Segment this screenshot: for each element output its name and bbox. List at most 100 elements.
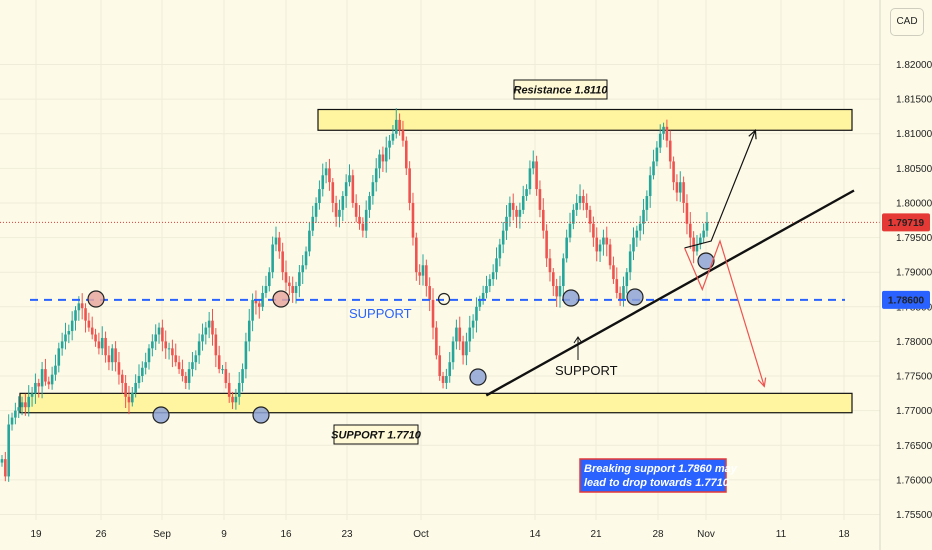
candle-body — [354, 202, 358, 217]
candle-body — [445, 376, 448, 383]
candle-body — [181, 369, 184, 377]
y-tick-label: 1.81500 — [896, 95, 932, 106]
candle-body — [435, 327, 438, 356]
price-axis-label-bg — [882, 213, 930, 232]
candle-body — [515, 209, 518, 217]
candle-body — [635, 230, 639, 238]
breakdown-callout-line: lead to drop towards 1.7710 — [584, 477, 730, 489]
candle-body — [552, 272, 555, 287]
candle-body — [74, 310, 77, 321]
candle-body — [455, 327, 458, 342]
candle-body — [384, 147, 388, 162]
candle-body — [338, 209, 341, 217]
candle-body — [628, 251, 632, 273]
candle-body — [702, 230, 705, 238]
candle-body — [528, 168, 532, 190]
candle-body — [488, 279, 492, 287]
candle-body — [592, 223, 595, 238]
candle-body — [538, 189, 542, 210]
support-zone — [19, 392, 853, 414]
candle-body — [465, 341, 468, 356]
candle-body — [481, 292, 485, 300]
candle-body — [311, 216, 315, 231]
candle-body — [24, 402, 27, 408]
y-tick-label: 1.79000 — [896, 268, 932, 279]
y-tick-label: 1.77500 — [896, 372, 932, 383]
candle-body — [171, 348, 174, 356]
candle-body — [197, 341, 201, 356]
candle-body — [541, 209, 545, 231]
candle-body — [264, 286, 268, 293]
candle-body — [267, 272, 271, 287]
touch-point-marker — [152, 406, 170, 424]
candle-body — [565, 237, 568, 259]
candle-body — [548, 258, 552, 273]
y-tick-label: 1.81000 — [896, 129, 932, 140]
touch-point-marker — [562, 289, 580, 307]
candle-body — [241, 369, 244, 383]
candle-body — [334, 202, 338, 217]
candle-body — [421, 265, 425, 276]
x-tick-label: 26 — [95, 529, 107, 540]
candle-body — [632, 237, 635, 252]
candle-body — [157, 327, 161, 335]
candle-body — [344, 182, 348, 197]
y-tick-label: 1.80000 — [896, 198, 932, 209]
candle-body — [648, 175, 652, 197]
candle-body — [328, 168, 331, 183]
price-axis-label: 1.78600 — [888, 295, 925, 306]
touch-point-marker — [469, 368, 487, 386]
candle-body — [585, 202, 589, 210]
candle-body — [408, 168, 411, 203]
candle-body — [151, 341, 154, 349]
candle-body — [120, 374, 124, 383]
candle-body — [608, 244, 612, 266]
candle-body — [251, 299, 254, 321]
x-tick-label: 18 — [838, 529, 850, 540]
candle-body — [658, 133, 662, 148]
candle-body — [672, 161, 675, 183]
candle-body — [207, 320, 211, 328]
candle-body — [478, 299, 482, 307]
resistance-zone — [317, 108, 853, 131]
candle-body — [448, 362, 452, 377]
x-tick-label: 19 — [30, 529, 42, 540]
y-tick-label: 1.76500 — [896, 441, 932, 452]
candle-body — [117, 362, 121, 375]
candle-body — [388, 140, 391, 148]
candle-body — [441, 376, 445, 383]
candle-body — [214, 334, 218, 356]
candle-body — [80, 303, 84, 309]
candle-body — [545, 230, 548, 259]
candle-body — [147, 348, 151, 363]
candle-body — [525, 189, 528, 197]
candle-body — [575, 202, 578, 210]
candle-body — [531, 161, 535, 169]
candle-body — [288, 282, 291, 287]
candle-body — [605, 237, 609, 245]
candle-body — [304, 251, 308, 266]
y-tick-label: 1.78000 — [896, 337, 932, 348]
currency-badge[interactable]: CAD — [890, 8, 924, 36]
candle-body — [361, 223, 365, 231]
candle-body — [501, 230, 505, 245]
candle-body — [247, 320, 251, 342]
candle-body — [314, 202, 318, 217]
candle-body — [404, 140, 408, 169]
touch-point-marker — [87, 290, 105, 308]
candle-body — [411, 202, 415, 238]
candle-body — [471, 320, 475, 328]
x-tick-label: Oct — [413, 529, 429, 540]
candle-body — [70, 320, 74, 332]
candle-body — [234, 396, 238, 403]
candle-body — [398, 119, 401, 131]
x-tick-label: 9 — [221, 529, 227, 540]
candle-body — [14, 410, 17, 418]
candle-body — [415, 237, 418, 273]
candle-body — [381, 154, 385, 162]
breakdown-callout-line: Breaking support 1.7860 may — [584, 463, 738, 475]
candle-body — [688, 223, 692, 238]
candle-body — [211, 320, 214, 335]
